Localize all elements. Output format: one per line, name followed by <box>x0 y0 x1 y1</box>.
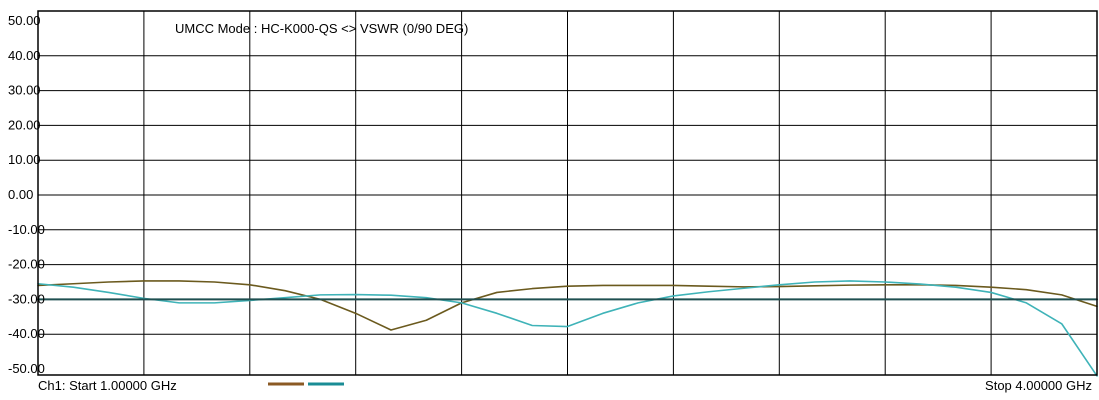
y-tick-label: -10.00 <box>8 222 45 237</box>
y-tick-label: 0.00 <box>8 187 33 202</box>
series-lines <box>37 280 1098 377</box>
y-tick-label: -20.00 <box>8 257 45 272</box>
y-tick-label: 10.00 <box>8 152 41 167</box>
y-tick-label: 20.00 <box>8 117 41 132</box>
y-tick-label: -30.00 <box>8 291 45 306</box>
plot-border <box>37 10 1098 376</box>
y-tick-label: -50.00 <box>8 361 45 376</box>
series-2-line <box>37 280 1098 377</box>
y-tick-label: 40.00 <box>8 48 41 63</box>
stop-frequency-label: Stop 4.00000 GHz <box>985 378 1092 393</box>
y-tick-labels: 50.00 40.00 30.00 20.00 10.00 0.00 -10.00 -20.0… <box>8 13 45 376</box>
y-tick-label: 30.00 <box>8 83 41 98</box>
start-frequency-label: Ch1: Start 1.00000 GHz <box>38 378 177 393</box>
y-tick-label: -40.00 <box>8 326 45 341</box>
chart-title: UMCC Mode : HC-K000-QS <> VSWR (0/90 DEG… <box>175 21 468 36</box>
y-tick-label: 50.00 <box>8 13 41 28</box>
